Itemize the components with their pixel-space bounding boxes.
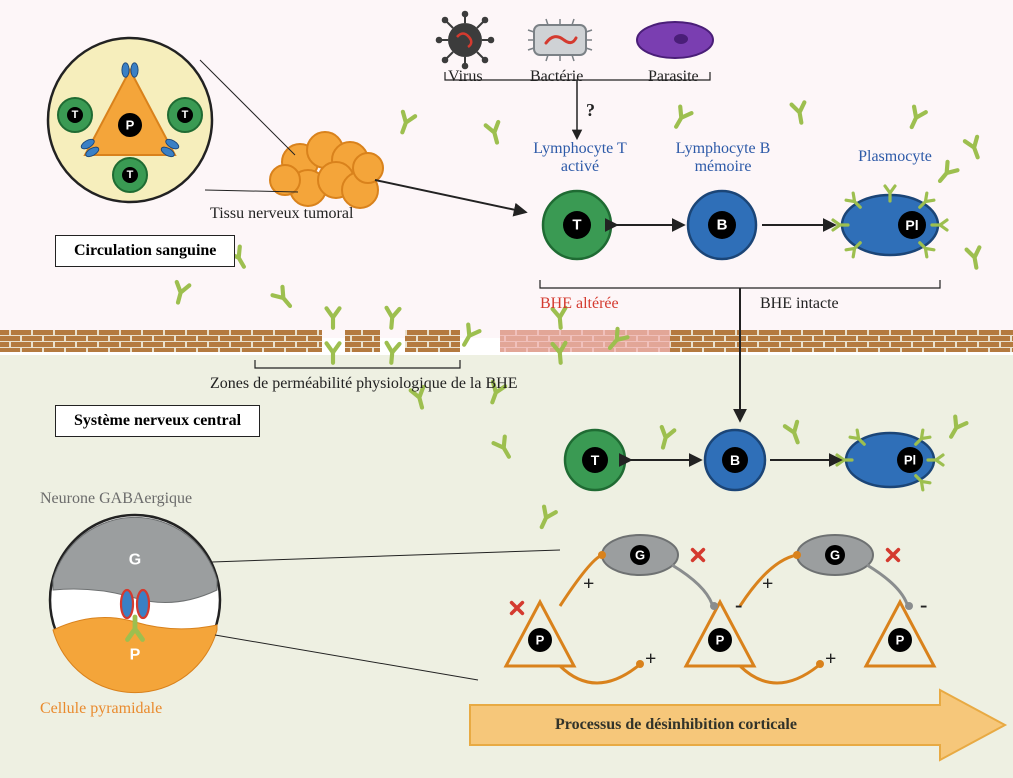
tumor-to-tcell-arrow xyxy=(375,180,525,212)
pathogen-virus-icon xyxy=(437,12,494,69)
question-mark: ? xyxy=(586,100,595,121)
pathogen-bacterium-icon xyxy=(528,19,592,61)
parasite-label: Parasite xyxy=(648,68,699,86)
plus-3: + xyxy=(762,573,773,595)
tumor-inset-connector xyxy=(200,60,295,155)
plasma-cell-cns: Pl xyxy=(837,430,943,490)
t-inset-1: T xyxy=(72,109,79,121)
b-cell-short-top: B xyxy=(717,217,728,234)
plasma-short-top: Pl xyxy=(905,217,918,233)
g-inset: G xyxy=(129,552,141,569)
p3-short: P xyxy=(896,633,905,648)
minus-1: - xyxy=(735,592,742,617)
plasma-label: Plasmocyte xyxy=(850,148,940,166)
p2-short: P xyxy=(716,633,725,648)
t-inset-3: T xyxy=(127,169,134,181)
virus-label: Virus xyxy=(448,68,483,86)
p1-short: P xyxy=(536,633,545,648)
b-cell-top: B xyxy=(688,191,756,259)
synapse-connector-1 xyxy=(212,550,560,562)
cortical-circuit: G G P P P xyxy=(506,535,934,683)
g1-short: G xyxy=(635,548,645,563)
pyramid-short-inset: P xyxy=(126,118,135,133)
disinhibition-label: Processus de désinhibition corticale xyxy=(555,716,797,734)
t-cell-short-top: T xyxy=(572,217,581,234)
bhe-barrier xyxy=(0,330,1013,368)
tumor-cluster xyxy=(270,132,383,208)
blood-compartment-box: Circulation sanguine xyxy=(55,235,235,267)
immune-bracket xyxy=(540,280,940,288)
plus-1: + xyxy=(583,573,594,595)
plasma-short-cns: Pl xyxy=(904,453,916,468)
bhe-gap-label: Zones de perméabilité physiologique de l… xyxy=(210,375,517,393)
tumor-inset: P T T T xyxy=(48,38,212,202)
plus-4: + xyxy=(825,648,836,670)
t-cell-short-cns: T xyxy=(591,452,600,468)
synapse-connector-2 xyxy=(215,635,478,680)
tumor-label: Tissu nerveux tumoral xyxy=(210,205,353,223)
b-cell-label: Lymphocyte B mémoire xyxy=(668,140,778,176)
b-cell-short-cns: B xyxy=(730,452,740,468)
cns-compartment-box: Système nerveux central xyxy=(55,405,260,437)
plasma-cell-top: Pl xyxy=(833,186,947,257)
bhe-intact-label: BHE intacte xyxy=(760,295,839,313)
t-inset-2: T xyxy=(182,109,189,121)
synapse-inset: G P xyxy=(50,515,220,693)
pathogen-parasite-icon xyxy=(637,22,713,58)
gaba-label: Neurone GABAergique xyxy=(40,490,192,508)
t-cell-label: Lymphocyte T activé xyxy=(530,140,630,176)
pyramid-label: Cellule pyramidale xyxy=(40,700,162,718)
plus-2: + xyxy=(645,648,656,670)
g2-short: G xyxy=(830,548,840,563)
t-cell-cns: T xyxy=(565,430,625,490)
t-cell-top: T xyxy=(543,191,611,259)
p-inset: P xyxy=(130,647,141,664)
bacterium-label: Bactérie xyxy=(530,68,583,86)
minus-2: - xyxy=(920,592,927,617)
b-cell-cns: B xyxy=(705,430,765,490)
bhe-altered-label: BHE altérée xyxy=(540,295,619,313)
